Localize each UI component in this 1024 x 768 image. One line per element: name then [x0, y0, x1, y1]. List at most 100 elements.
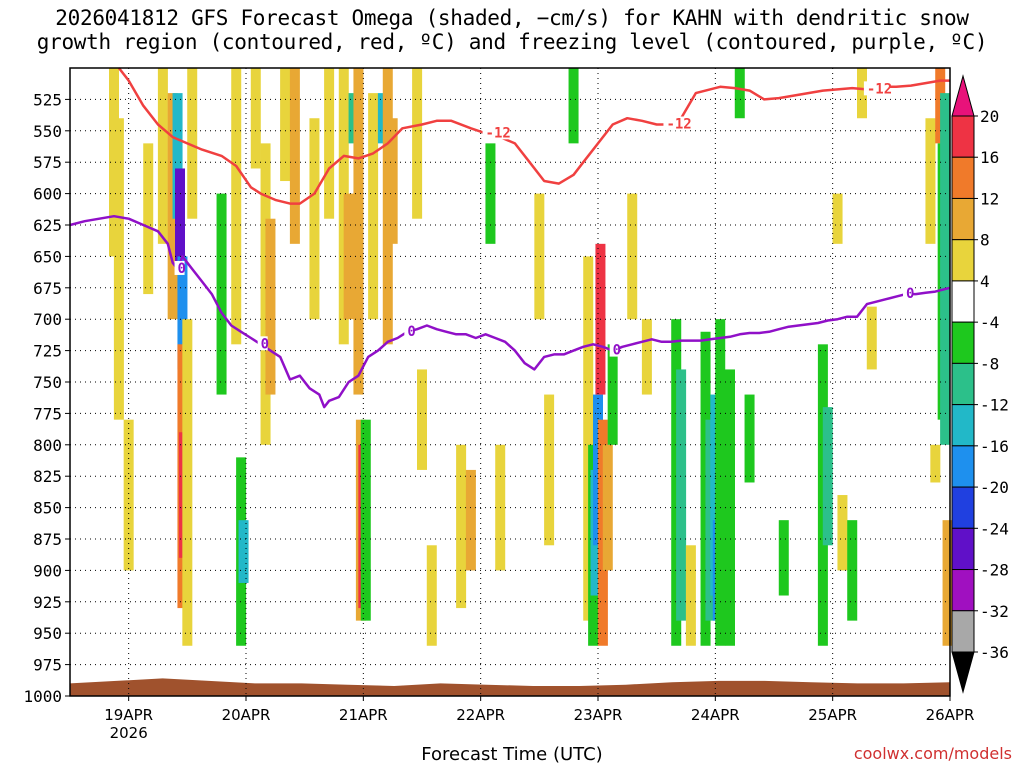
y-tick-label: 975	[33, 656, 62, 675]
omega-cell	[216, 193, 227, 395]
x-tick-label: 24APR	[691, 706, 740, 724]
x-tick-label: 22APR	[456, 706, 505, 724]
omega-cell	[837, 495, 848, 571]
colorbar-bottom-arrow	[951, 651, 975, 694]
omega-cell	[187, 68, 198, 219]
x-tick-label: 20APR	[222, 706, 271, 724]
colorbar-top-arrow	[951, 74, 975, 117]
omega-cell	[778, 520, 789, 596]
omega-cell	[280, 68, 291, 182]
omega-cell	[368, 93, 379, 320]
y-tick-label: 850	[33, 499, 62, 518]
colorbar-band	[951, 280, 975, 323]
colorbar: 20 16 12 8 4 -4 -8 -12 -16 -20 -24 -28 -32 -36	[951, 74, 1009, 694]
y-tick-label: 900	[33, 561, 62, 580]
omega-cell	[465, 469, 476, 571]
omega-cell	[157, 68, 168, 244]
y-tick-label: 625	[33, 216, 62, 235]
x-year-label: 2026	[110, 724, 148, 742]
contour-label: 0	[178, 261, 186, 277]
omega-cell	[123, 419, 134, 571]
omega-cell	[412, 68, 423, 219]
colorbar-band	[951, 197, 975, 241]
terrain-fill	[70, 678, 950, 696]
omega-cell	[417, 369, 427, 470]
omega-cell	[602, 444, 613, 571]
y-tick-label: 525	[33, 90, 62, 109]
colorbar-band	[951, 486, 975, 529]
y-tick-label: 775	[33, 404, 62, 423]
colorbar-band	[951, 527, 975, 571]
x-tick-label: 21APR	[339, 706, 388, 724]
omega-cell	[832, 193, 843, 244]
y-axis: 525 550 575 600 625 650 675 700 725 750 775 800 825 8…	[23, 90, 70, 706]
omega-cell	[309, 118, 320, 320]
colorbar-band	[951, 445, 975, 488]
colorbar-label: 20	[980, 107, 999, 126]
dgz-contour-line	[117, 67, 950, 205]
colorbar-label: 8	[980, 231, 990, 250]
omega-cell	[583, 256, 594, 621]
contour-label: 0	[906, 286, 914, 302]
y-tick-label: 550	[33, 122, 62, 141]
omega-cell	[685, 545, 696, 646]
omega-cell	[238, 520, 249, 583]
omega-cell	[607, 344, 618, 445]
credit-link[interactable]: coolwx.com/models	[853, 744, 1012, 763]
x-tick-label: 25APR	[808, 706, 857, 724]
contour-label: -12	[867, 81, 892, 97]
y-tick-label: 650	[33, 247, 62, 266]
contour-label-bg	[174, 260, 185, 275]
omega-cell	[353, 68, 364, 395]
y-tick-label: 600	[33, 185, 62, 204]
colorbar-band	[951, 321, 975, 364]
omega-cell	[177, 256, 188, 370]
colorbar-label: -4	[980, 313, 999, 332]
omega-cell	[387, 118, 398, 244]
colorbar-band	[951, 610, 975, 653]
omega-cell	[857, 68, 867, 119]
omega-cell	[534, 193, 545, 320]
contour-lines: -12 -12 -12 0 0 0 0 0	[69, 67, 951, 409]
omega-cell	[641, 319, 652, 395]
omega-cell	[734, 68, 745, 119]
omega-cell	[324, 68, 335, 219]
colorbar-label: 4	[980, 272, 990, 291]
y-tick-label: 875	[33, 530, 62, 549]
y-tick-label: 925	[33, 593, 62, 612]
y-tick-label: 800	[33, 436, 62, 455]
colorbar-label: -20	[980, 478, 1009, 497]
colorbar-label: 16	[980, 148, 999, 167]
omega-cell	[175, 168, 185, 269]
terrain-area	[70, 678, 950, 696]
omega-cell	[456, 444, 467, 609]
colorbar-band	[951, 156, 975, 199]
y-tick-label: 825	[33, 467, 62, 486]
contour-label-bg	[863, 81, 890, 96]
omega-cell	[930, 444, 941, 483]
contour-label: 0	[613, 343, 621, 359]
colorbar-label: -28	[980, 561, 1009, 580]
colorbar-label: -12	[980, 396, 1009, 415]
omega-cell	[172, 93, 183, 219]
omega-cell	[250, 68, 261, 169]
colorbar-label: -24	[980, 519, 1009, 538]
y-tick-label: 1000	[23, 687, 62, 706]
contour-label: 0	[407, 324, 415, 340]
colorbar-label: -16	[980, 437, 1009, 456]
contour-label-bg	[903, 286, 913, 301]
omega-cell	[426, 545, 437, 646]
omega-cell	[715, 319, 726, 646]
colorbar-band	[951, 115, 975, 158]
contour-label-bg	[482, 125, 509, 140]
chart-title: 2026041812 GFS Forecast Omega (shaded, −…	[0, 6, 1024, 54]
title-line-2: growth region (contoured, red, ºC) and f…	[36, 30, 988, 54]
y-tick-label: 700	[33, 310, 62, 329]
x-tick-label: 26APR	[926, 706, 975, 724]
contour-label: 0	[261, 336, 269, 352]
y-tick-label: 575	[33, 153, 62, 172]
omega-cell	[676, 369, 687, 621]
colorbar-band	[951, 569, 975, 612]
x-axis-title: Forecast Time (UTC)	[421, 744, 603, 765]
colorbar-band	[951, 404, 975, 447]
